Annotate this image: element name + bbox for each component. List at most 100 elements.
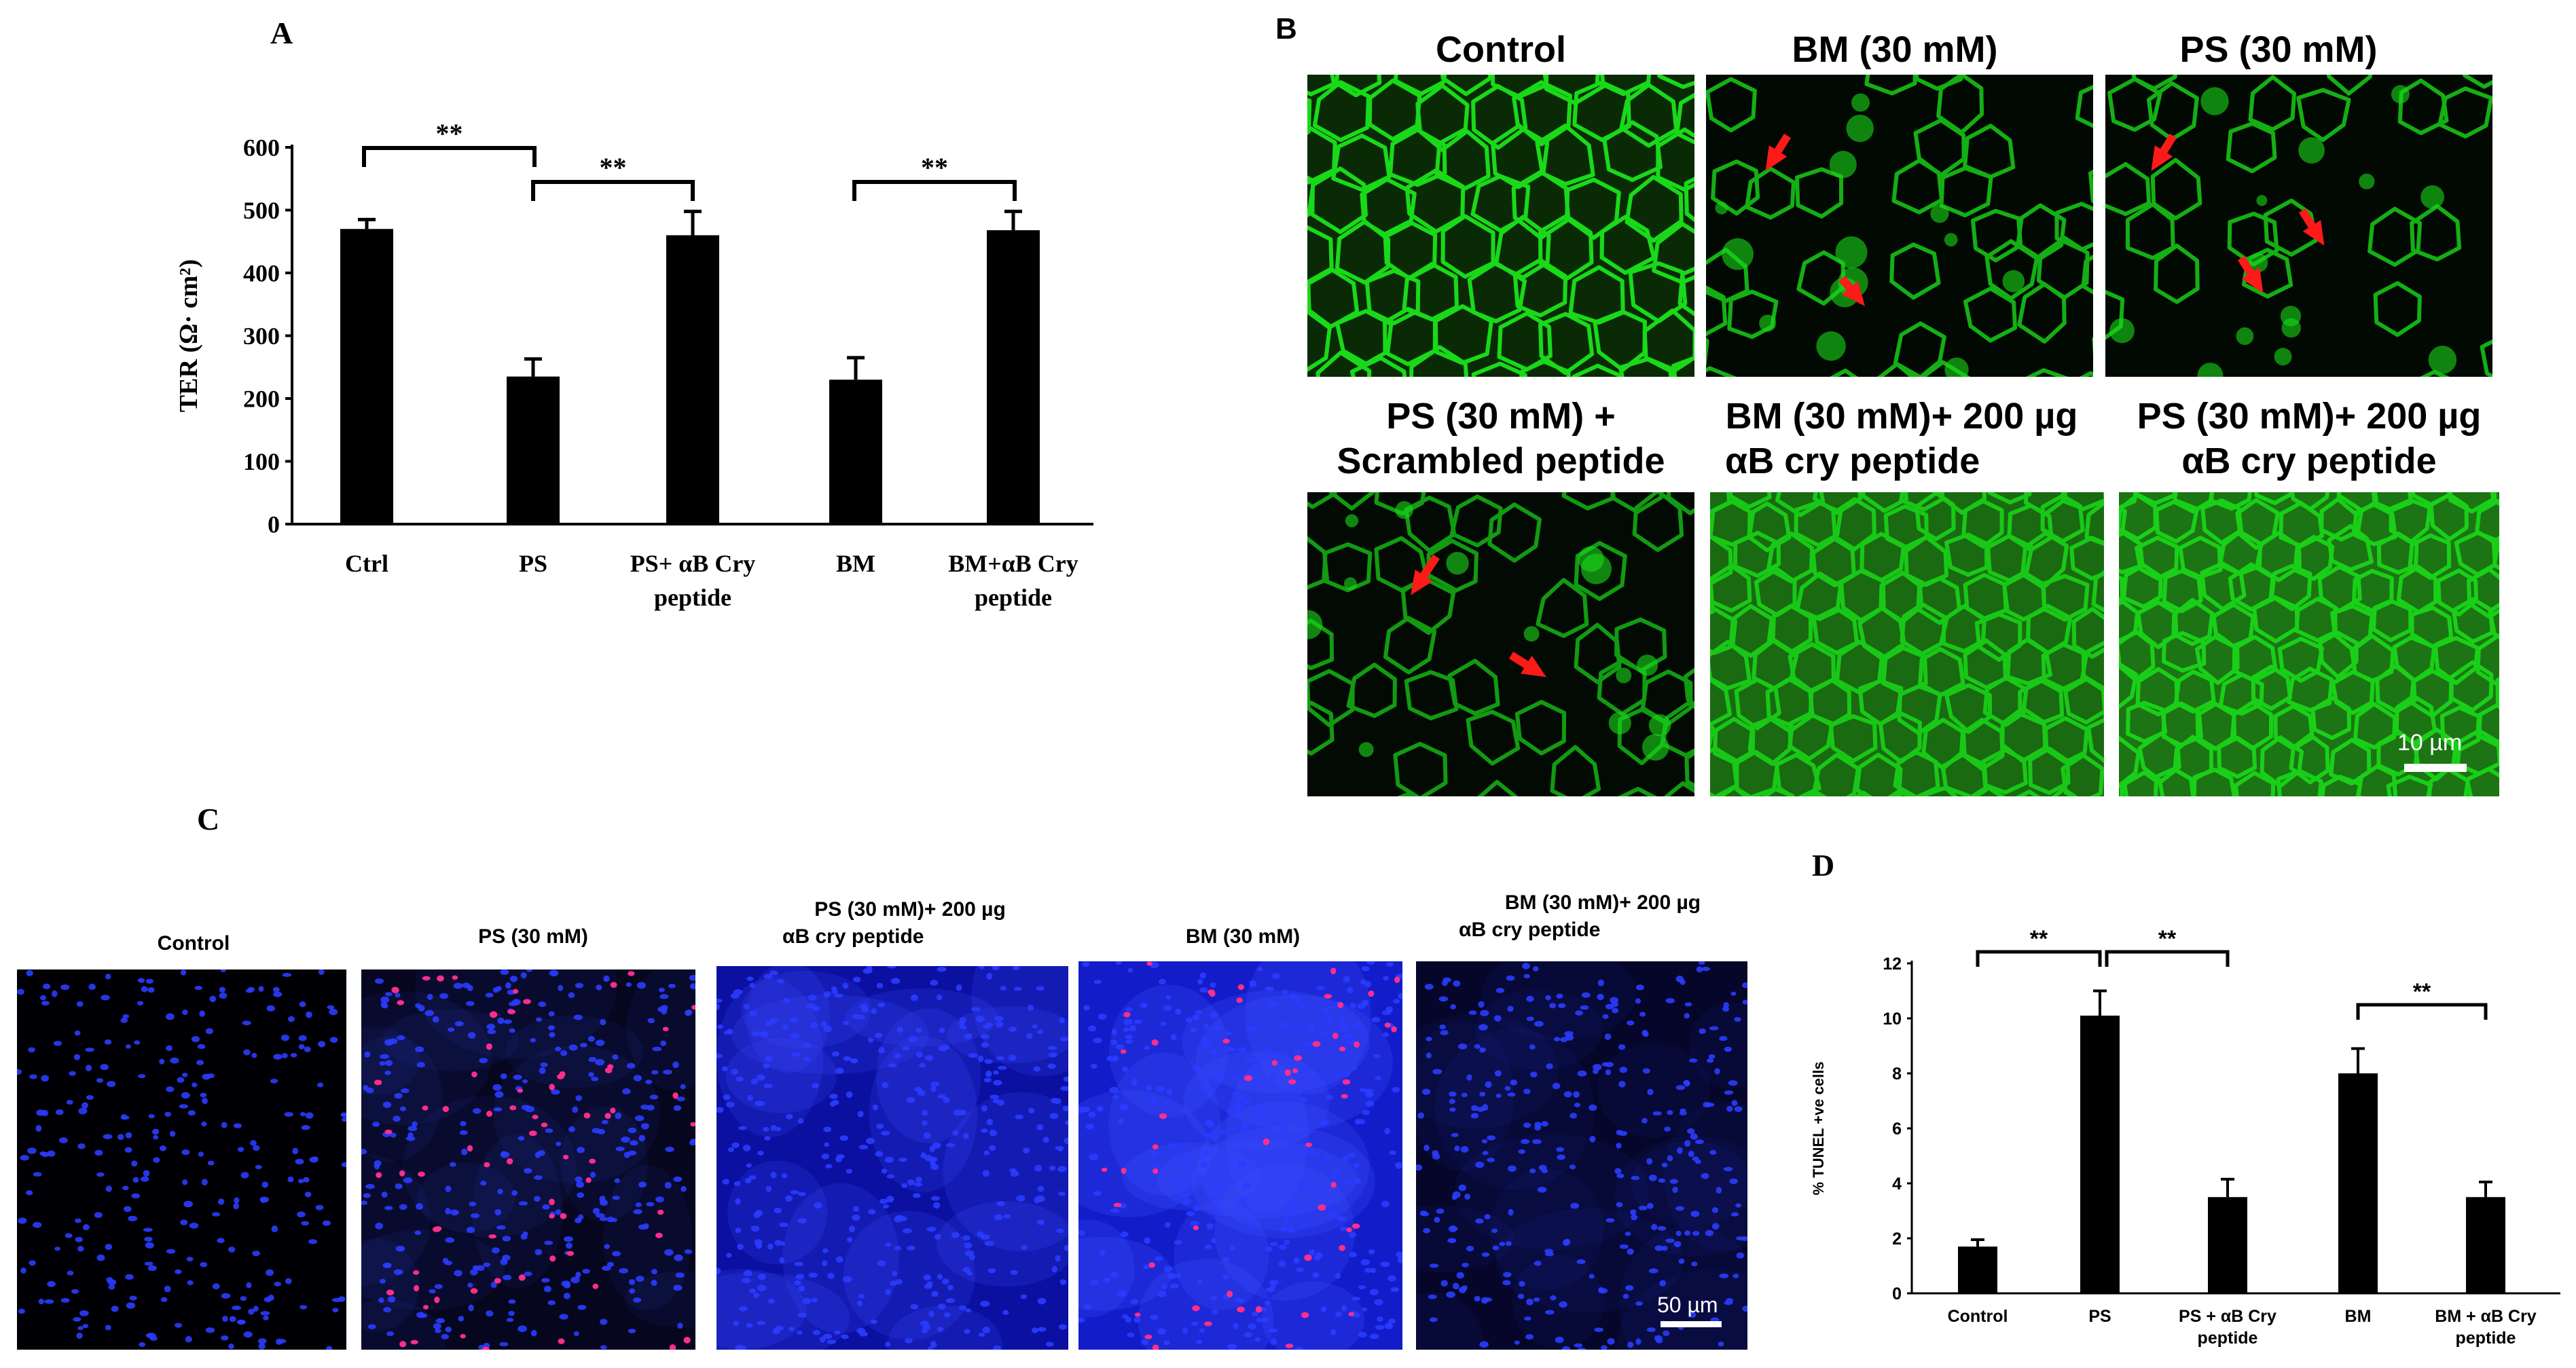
- cell-outline: [1400, 573, 1456, 635]
- dapi-nucleus: [1261, 1316, 1269, 1323]
- dapi-nucleus: [757, 1284, 767, 1291]
- dapi-nucleus: [1131, 1078, 1138, 1086]
- cell-outline: [1828, 714, 1878, 763]
- dapi-nucleus: [1127, 1332, 1135, 1337]
- dapi-nucleus: [1393, 999, 1400, 1004]
- cell-outline: [1440, 214, 1495, 279]
- dapi-nucleus: [445, 1327, 452, 1333]
- cell-outline: [2253, 492, 2294, 505]
- dapi-nucleus: [839, 1135, 848, 1141]
- dapi-nucleus: [858, 1145, 869, 1149]
- dapi-nucleus: [731, 1142, 740, 1149]
- dapi-nucleus: [1013, 986, 1022, 991]
- dapi-nucleus: [1423, 1227, 1431, 1234]
- cell-outline: [1312, 80, 1371, 143]
- cell-outline: [1889, 242, 1941, 300]
- dapi-nucleus: [928, 1156, 938, 1162]
- dapi-nucleus: [435, 1328, 441, 1333]
- dapi-nucleus: [1286, 1212, 1292, 1219]
- dapi-nucleus: [372, 1122, 380, 1127]
- panel-b-title-ps-peptide: PS (30 mM)+ 200 µg αB cry peptide: [2137, 396, 2482, 481]
- dapi-nucleus: [384, 1206, 393, 1210]
- dapi-nucleus: [930, 1164, 939, 1170]
- tunel-positive-nucleus: [1113, 1202, 1122, 1208]
- dapi-nucleus: [405, 1136, 416, 1141]
- dapi-nucleus: [407, 1126, 418, 1132]
- micrograph-ps-peptide-tunel: [716, 966, 1068, 1350]
- tunel-positive-nucleus: [669, 1344, 676, 1350]
- tunel-positive-nucleus: [460, 1333, 466, 1339]
- dapi-nucleus: [1684, 1230, 1691, 1236]
- dapi-nucleus: [331, 1297, 342, 1303]
- dapi-nucleus: [842, 1276, 852, 1283]
- dapi-nucleus: [651, 1269, 658, 1275]
- dapi-nucleus: [966, 1271, 973, 1276]
- dapi-nucleus: [1635, 1338, 1641, 1345]
- dapi-nucleus: [1631, 1214, 1638, 1221]
- dapi-nucleus: [1026, 1033, 1033, 1039]
- dapi-nucleus: [1295, 999, 1303, 1005]
- bar: [987, 230, 1040, 524]
- dapi-nucleus: [1526, 1298, 1534, 1306]
- x-tick-label: PS + αB Cry: [2179, 1307, 2276, 1326]
- tunel-positive-nucleus: [384, 1129, 393, 1134]
- dapi-nucleus: [74, 1030, 81, 1036]
- cell-outline: [1564, 177, 1621, 240]
- dapi-nucleus: [1426, 1052, 1432, 1058]
- dapi-nucleus: [141, 986, 148, 993]
- dapi-nucleus: [1658, 1178, 1666, 1183]
- dapi-nucleus: [1426, 1037, 1432, 1041]
- dapi-nucleus: [503, 1019, 512, 1024]
- dapi-nucleus: [1184, 1158, 1193, 1163]
- dapi-nucleus: [1508, 1208, 1514, 1216]
- dapi-nucleus: [1280, 1115, 1286, 1122]
- dapi-nucleus: [1466, 1074, 1472, 1081]
- dapi-nucleus: [1282, 989, 1288, 995]
- dapi-nucleus: [148, 1113, 155, 1119]
- dapi-nucleus: [303, 1177, 310, 1183]
- dapi-nucleus: [1677, 1147, 1683, 1154]
- dapi-nucleus: [601, 1120, 609, 1124]
- dapi-nucleus: [757, 1320, 766, 1326]
- cell-outline: [2451, 597, 2497, 644]
- dapi-nucleus: [1169, 1283, 1179, 1289]
- dapi-nucleus: [759, 1031, 769, 1038]
- dapi-nucleus: [901, 1183, 907, 1188]
- dapi-nucleus: [907, 1179, 915, 1186]
- dapi-nucleus: [137, 1001, 144, 1006]
- dapi-nucleus: [144, 1261, 153, 1266]
- panel-c-title-bm-peptide: BM (30 mM)+ 200 µg αB cry peptide: [1459, 891, 1701, 941]
- dapi-nucleus: [1742, 1306, 1747, 1312]
- cell-outline: [1981, 747, 2028, 795]
- dapi-nucleus: [1380, 1261, 1390, 1268]
- dapi-nucleus: [122, 1185, 129, 1191]
- dapi-nucleus: [651, 1280, 657, 1287]
- tunel-positive-nucleus: [1123, 1012, 1131, 1018]
- dapi-nucleus: [1507, 1092, 1516, 1097]
- green-aggregate: [1637, 654, 1658, 676]
- dapi-nucleus: [1237, 1160, 1246, 1168]
- dapi-nucleus: [180, 1219, 188, 1225]
- dapi-nucleus: [1449, 1091, 1457, 1097]
- dapi-nucleus: [612, 1196, 620, 1200]
- tunel-positive-nucleus: [452, 975, 458, 980]
- dapi-nucleus: [429, 1289, 436, 1294]
- dapi-nucleus: [475, 1265, 485, 1272]
- dapi-nucleus: [103, 1134, 113, 1140]
- dapi-nucleus: [486, 1310, 494, 1317]
- blue-haze: [876, 1008, 981, 1143]
- dapi-nucleus: [500, 1151, 510, 1158]
- cell-outline: [1316, 350, 1372, 377]
- dapi-nucleus: [500, 1258, 508, 1265]
- blue-haze: [887, 1305, 1002, 1350]
- dapi-nucleus: [1349, 1232, 1356, 1238]
- dapi-nucleus: [1451, 1194, 1457, 1200]
- dapi-nucleus: [1213, 1208, 1222, 1215]
- cell-outline: [2289, 733, 2330, 785]
- dapi-nucleus: [1354, 1118, 1361, 1125]
- cell-outline: [2465, 766, 2499, 796]
- dapi-nucleus: [1474, 1295, 1481, 1302]
- dapi-nucleus: [240, 1172, 249, 1179]
- dapi-nucleus: [1589, 1274, 1595, 1279]
- dapi-nucleus: [439, 993, 449, 999]
